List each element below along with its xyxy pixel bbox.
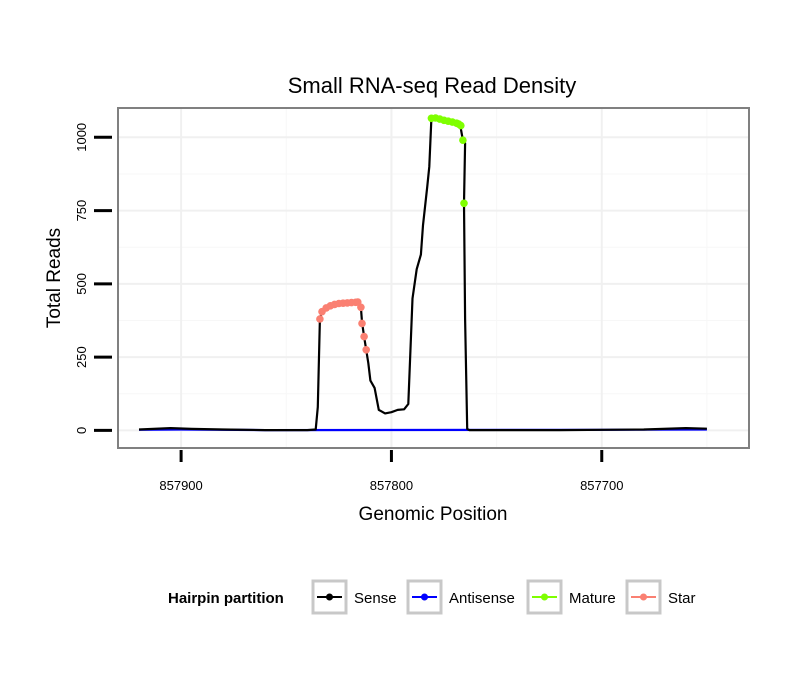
series-star-point-11 bbox=[357, 303, 365, 312]
series-star-point-13 bbox=[360, 332, 368, 341]
legend: Hairpin partition Sense Antisense Mature St… bbox=[168, 579, 696, 615]
series-star-point-12 bbox=[358, 319, 366, 328]
x-axis: 857900 857800 857700 bbox=[159, 450, 623, 493]
series-star-point-14 bbox=[362, 346, 371, 354]
legend-title: Hairpin partition bbox=[168, 590, 284, 607]
legend-items: Sense Antisense Mature Star bbox=[311, 579, 696, 615]
chart-title: Small RNA-seq Read Density bbox=[288, 73, 577, 98]
y-axis-title: Total Reads bbox=[44, 228, 65, 328]
series-layer bbox=[138, 114, 707, 432]
x-tick-label-2: 857700 bbox=[580, 478, 623, 493]
legend-key-point-star bbox=[640, 593, 647, 601]
y-tick-label-3: 750 bbox=[74, 200, 89, 222]
x-axis-title: Genomic Position bbox=[359, 504, 508, 525]
y-tick-label-4: 1000 bbox=[74, 123, 89, 152]
plot-panel bbox=[118, 108, 749, 448]
legend-item-star: Star bbox=[625, 579, 696, 615]
legend-key-point-mature bbox=[541, 593, 548, 601]
legend-item-sense: Sense bbox=[311, 579, 397, 615]
y-axis: 0 250 500 750 1000 bbox=[74, 123, 112, 434]
legend-label-sense: Sense bbox=[354, 590, 397, 607]
y-tick-label-0: 0 bbox=[74, 427, 89, 434]
legend-label-antisense: Antisense bbox=[449, 590, 515, 607]
series-mature-point-8 bbox=[457, 121, 465, 130]
legend-label-star: Star bbox=[668, 590, 696, 607]
plot-border bbox=[117, 107, 750, 449]
plot-area bbox=[117, 107, 750, 449]
legend-key-point-sense bbox=[326, 593, 333, 601]
x-tick-label-1: 857800 bbox=[370, 478, 413, 493]
grid-minor bbox=[118, 108, 749, 448]
legend-label-mature: Mature bbox=[569, 590, 616, 607]
series-star-point-0 bbox=[316, 315, 324, 323]
series-mature-point-10 bbox=[460, 199, 468, 208]
legend-item-mature: Mature bbox=[526, 579, 616, 615]
y-tick-label-2: 500 bbox=[74, 273, 89, 295]
series-mature-point-9 bbox=[459, 136, 467, 144]
legend-key-point-antisense bbox=[421, 593, 428, 601]
x-tick-label-0: 857900 bbox=[159, 478, 202, 493]
y-tick-label-1: 250 bbox=[74, 346, 89, 368]
legend-item-antisense: Antisense bbox=[406, 579, 515, 615]
